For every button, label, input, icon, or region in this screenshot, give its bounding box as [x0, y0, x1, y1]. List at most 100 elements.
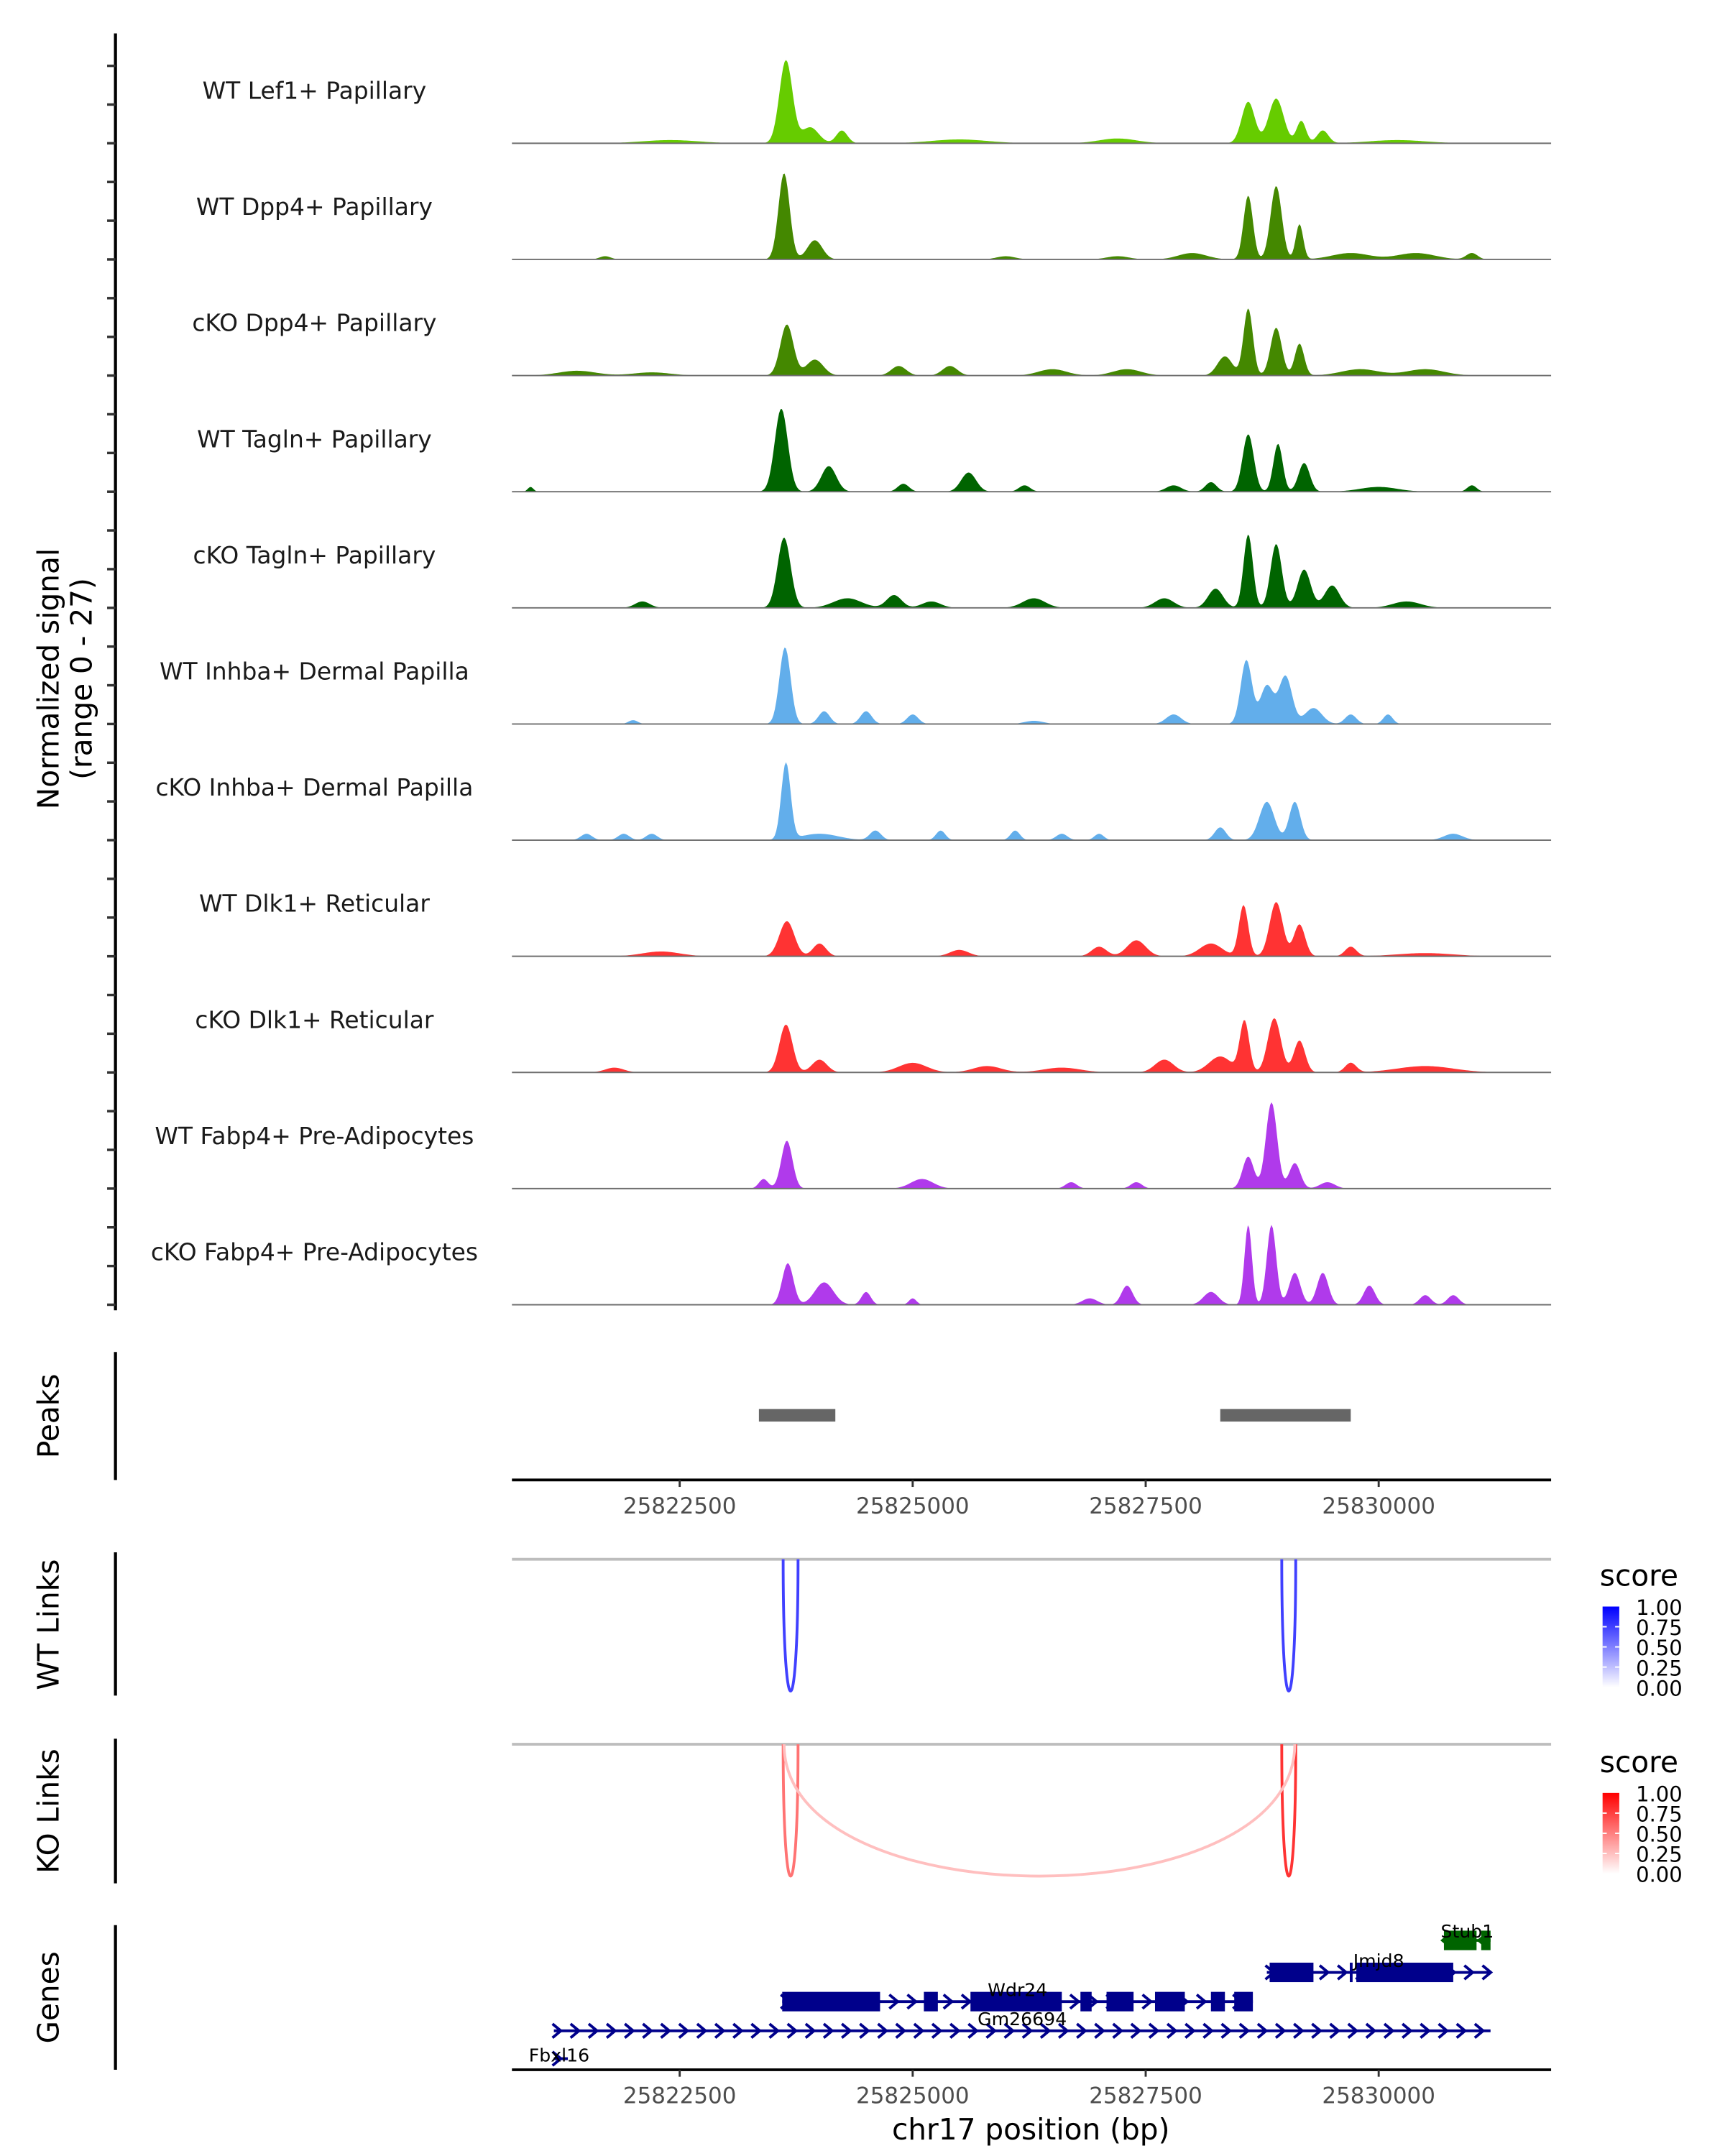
x-tick-label: 25830000: [1322, 1493, 1435, 1519]
coverage-track: cKO Tagln+ Papillary: [193, 534, 1552, 609]
strand-chevron: [888, 1993, 900, 2010]
track-label: cKO Tagln+ Papillary: [193, 541, 436, 569]
strand-chevron: [551, 2022, 564, 2039]
legend-tick-label: 1.00: [1636, 1595, 1683, 1620]
strand-chevron: [1003, 2022, 1016, 2039]
strand-chevron: [804, 2022, 816, 2039]
strand-chevron: [732, 2022, 744, 2039]
strand-chevron: [1329, 2022, 1341, 2039]
legend-tick-label: 1.00: [1636, 1782, 1683, 1806]
legend-tick-label: 0.50: [1636, 1636, 1683, 1660]
legend-tick-label: 0.25: [1636, 1656, 1683, 1680]
x-tick-label: 25825000: [856, 1493, 970, 1519]
strand-chevron: [642, 2022, 654, 2039]
gene-model: Stub1: [1440, 1921, 1494, 1950]
x-axis-top-ticks: 25822500 25825000 25827500 25830000: [623, 1480, 1435, 1519]
gene-name-label: Stub1: [1440, 1921, 1494, 1942]
strand-chevron: [1238, 2022, 1251, 2039]
track-label: cKO Inhba+ Dermal Papilla: [155, 773, 473, 801]
gene-exon: [1080, 1991, 1092, 2012]
peak-bar: [1220, 1409, 1351, 1422]
wt-links-legend: score 1.000.750.500.250.00: [1600, 1558, 1683, 1700]
gene-exon: [782, 1991, 880, 2012]
strand-chevron: [931, 2022, 943, 2039]
coverage-track: WT Lef1+ Papillary: [203, 60, 1552, 144]
strand-chevron: [1463, 1964, 1476, 1981]
peaks-track: Peaks 25822500 25825000 25827500 25830000: [31, 1352, 1552, 1519]
coverage-track: WT Fabp4+ Pre-Adipocytes: [155, 1102, 1552, 1189]
strand-chevron: [1166, 2022, 1178, 2039]
coverage-ylabel-line1: Normalized signal: [31, 548, 65, 809]
coverage-ylabel-line2: (range 0 - 27): [65, 578, 99, 780]
gene-exon: [924, 1991, 938, 2012]
legend-tick-label: 0.50: [1636, 1823, 1683, 1847]
strand-chevron: [1039, 2022, 1052, 2039]
x-axis-title: chr17 position (bp): [892, 2112, 1169, 2147]
gene-exon: [1106, 1991, 1134, 2012]
strand-chevron: [960, 1993, 972, 2010]
track-label: cKO Dlk1+ Reticular: [195, 1005, 434, 1033]
strand-chevron: [1274, 2022, 1287, 2039]
strand-chevron: [949, 2022, 961, 2039]
track-label: WT Lef1+ Papillary: [203, 76, 427, 104]
x-tick-label: 25822500: [623, 1493, 737, 1519]
strand-chevron: [587, 2022, 599, 2039]
coverage-track: WT Dlk1+ Reticular: [199, 890, 1552, 957]
strand-chevron: [913, 2022, 925, 2039]
strand-chevron: [1148, 2022, 1160, 2039]
track-label: WT Dlk1+ Reticular: [199, 890, 430, 918]
strand-chevron: [1076, 2022, 1087, 2039]
strand-chevron: [985, 2022, 998, 2039]
coverage-track: cKO Fabp4+ Pre-Adipocytes: [151, 1225, 1552, 1306]
gene-model: Gm26694: [551, 2009, 1491, 2039]
coverage-area: [512, 648, 1552, 724]
x-axis-bottom-ticks: 25822500 25825000 25827500 25830000: [623, 2070, 1435, 2109]
strand-chevron: [678, 2022, 690, 2039]
strand-chevron: [1347, 2022, 1359, 2039]
ko-links-legend: score 1.000.750.500.250.00: [1600, 1745, 1683, 1887]
peak-bars: [758, 1409, 1351, 1422]
gene-model: Fbxl16: [529, 2045, 589, 2067]
link-arc: [1280, 1744, 1297, 1878]
coverage-track: WT Dpp4+ Papillary: [196, 173, 1552, 260]
strand-chevron: [1365, 2022, 1377, 2039]
strand-chevron: [750, 2022, 763, 2039]
strand-chevron: [1420, 2022, 1432, 2039]
gene-exon: [1210, 1991, 1225, 2012]
strand-chevron: [822, 2022, 834, 2039]
link-arc: [781, 1559, 800, 1692]
legend-tick-label: 0.25: [1636, 1843, 1683, 1867]
coverage-track: cKO Inhba+ Dermal Papilla: [155, 762, 1552, 841]
strand-chevron: [895, 2022, 907, 2039]
coverage-tracks: WT Lef1+ Papillary WT Dpp4+ Papillary cKO …: [151, 60, 1552, 1306]
wt-legend-title: score: [1600, 1558, 1678, 1593]
track-label: cKO Dpp4+ Papillary: [192, 309, 436, 337]
track-label: WT Inhba+ Dermal Papilla: [160, 657, 469, 685]
ko-legend-title: score: [1600, 1745, 1678, 1779]
strand-chevron: [1481, 1964, 1494, 1981]
genes-track: Genes Stub1 Jmjd8 Wdr24 Gm26694 Fbxl16 25822…: [31, 1921, 1552, 2147]
gene-exon: [1356, 1962, 1453, 1983]
strand-chevron: [786, 2022, 799, 2039]
track-label: WT Tagln+ Papillary: [197, 425, 432, 453]
strand-chevron: [1256, 2022, 1269, 2039]
wt-links-arcs: [781, 1559, 1297, 1692]
coverage-area: [512, 60, 1552, 144]
coverage-area: [512, 173, 1552, 259]
coverage-track: WT Tagln+ Papillary: [197, 409, 1552, 493]
gene-exon: [1269, 1962, 1314, 1983]
coverage-track: cKO Dpp4+ Papillary: [192, 308, 1552, 377]
strand-chevron: [1021, 2022, 1034, 2039]
gene-models: Stub1 Jmjd8 Wdr24 Gm26694 Fbxl16: [529, 1921, 1494, 2067]
gene-model: Jmjd8: [1264, 1950, 1494, 1983]
x-tick-label: 25827500: [1089, 1493, 1202, 1519]
strand-chevron: [1141, 1993, 1154, 2010]
ko-links-track: KO Links score 1.000.750.500.250.00: [31, 1738, 1683, 1887]
track-label: WT Fabp4+ Pre-Adipocytes: [155, 1122, 474, 1150]
wt-links-track: WT Links score 1.000.750.500.250.00: [31, 1552, 1683, 1700]
gene-name-label: Fbxl16: [529, 2045, 589, 2065]
peaks-label: Peaks: [31, 1374, 65, 1459]
strand-chevron: [1318, 1964, 1330, 1981]
ko-links-label: KO Links: [31, 1749, 65, 1874]
strand-chevron: [1069, 1993, 1081, 2010]
